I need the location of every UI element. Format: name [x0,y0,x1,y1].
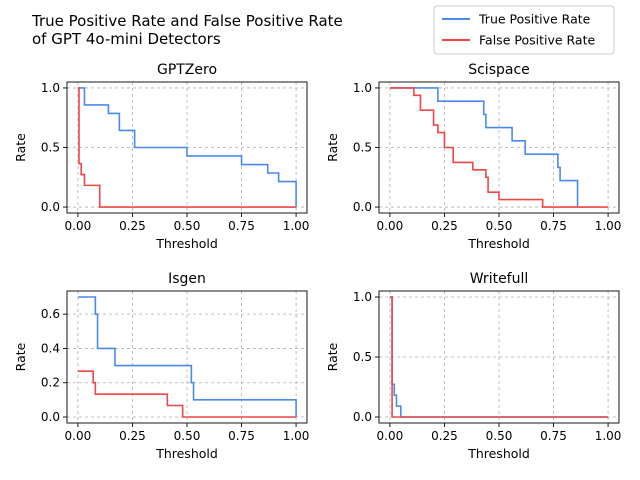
y-tick-label: 0.5 [353,141,372,155]
x-tick-label: 0.25 [431,429,458,443]
x-tick-label: 0.75 [540,429,567,443]
y-tick-label: 1.0 [353,81,372,95]
series-line-false-positive-rate [77,87,297,208]
x-axis-label: Threshold [467,236,530,251]
y-tick-label: 0.2 [41,376,60,390]
subplot-gptzero: 0.00 0.25 0.50 0.75 1.00 0.0 0.5 1.0 GPTZero Thre… [13,62,309,251]
x-axis-label: Threshold [155,236,218,251]
subplot-title: Scispace [468,62,530,78]
figure-title-line2: of GPT 4o-mini Detectors [32,30,221,48]
y-tick-label: 0.0 [41,410,60,424]
x-tick-label: 1.00 [283,219,310,233]
x-tick-label: 0.50 [486,219,513,233]
series-line-false-positive-rate [389,87,609,208]
y-axis-label: Rate [325,133,340,162]
subplot-scispace: 0.00 0.25 0.50 0.75 1.00 0.0 0.5 1.0 Scispace Thr… [325,62,621,251]
x-tick-label: 0.75 [228,429,255,443]
y-tick-label: 0.0 [353,410,372,424]
x-tick-label: 0.00 [65,429,92,443]
y-tick-label: 0.0 [353,200,372,214]
x-tick-label: 0.25 [119,219,146,233]
y-tick-label: 0.0 [41,200,60,214]
y-tick-label: 1.0 [41,81,60,95]
x-tick-label: 0.50 [174,219,201,233]
y-tick-label: 0.5 [353,350,372,364]
y-tick-label: 0.4 [41,341,60,355]
x-tick-label: 1.00 [595,429,622,443]
series-line-true-positive-rate [77,87,297,208]
subplot-isgen: 0.00 0.25 0.50 0.75 1.00 0.0 0.2 0.4 0.6 Isgen Thr… [13,271,309,461]
x-tick-label: 0.50 [174,429,201,443]
figure-title-line1: True Positive Rate and False Positive Ra… [31,12,343,30]
legend-frame [433,5,615,55]
x-tick-label: 0.00 [377,429,404,443]
x-axis-label: Threshold [155,446,218,461]
x-tick-label: 0.75 [540,219,567,233]
legend: True Positive Rate False Positive Rate [433,5,615,55]
series-line-true-positive-rate [389,87,579,208]
legend-fpr-label: False Positive Rate [479,33,595,48]
x-tick-label: 0.25 [119,429,146,443]
x-tick-label: 0.50 [486,429,513,443]
series-line-true-positive-rate [77,296,297,417]
y-axis-label: Rate [325,342,340,371]
y-tick-label: 0.6 [41,307,60,321]
x-tick-label: 0.00 [65,219,92,233]
subplot-title: Writefull [470,271,529,287]
x-tick-label: 1.00 [595,219,622,233]
x-tick-label: 1.00 [283,429,310,443]
x-tick-label: 0.25 [431,219,458,233]
x-axis-label: Threshold [467,446,530,461]
legend-tpr-label: True Positive Rate [478,12,591,27]
y-axis-label: Rate [13,342,28,371]
y-tick-label: 0.5 [41,141,60,155]
series-line-false-positive-rate [389,296,609,418]
subplot-writefull: 0.00 0.25 0.50 0.75 1.00 0.0 0.5 1.0 Writefull Th… [325,271,621,461]
y-tick-label: 1.0 [353,290,372,304]
series-line-false-positive-rate [77,370,297,418]
subplot-title: GPTZero [157,62,217,78]
x-tick-label: 0.00 [377,219,404,233]
x-tick-label: 0.75 [228,219,255,233]
y-axis-label: Rate [13,133,28,162]
subplot-title: Isgen [168,271,206,287]
